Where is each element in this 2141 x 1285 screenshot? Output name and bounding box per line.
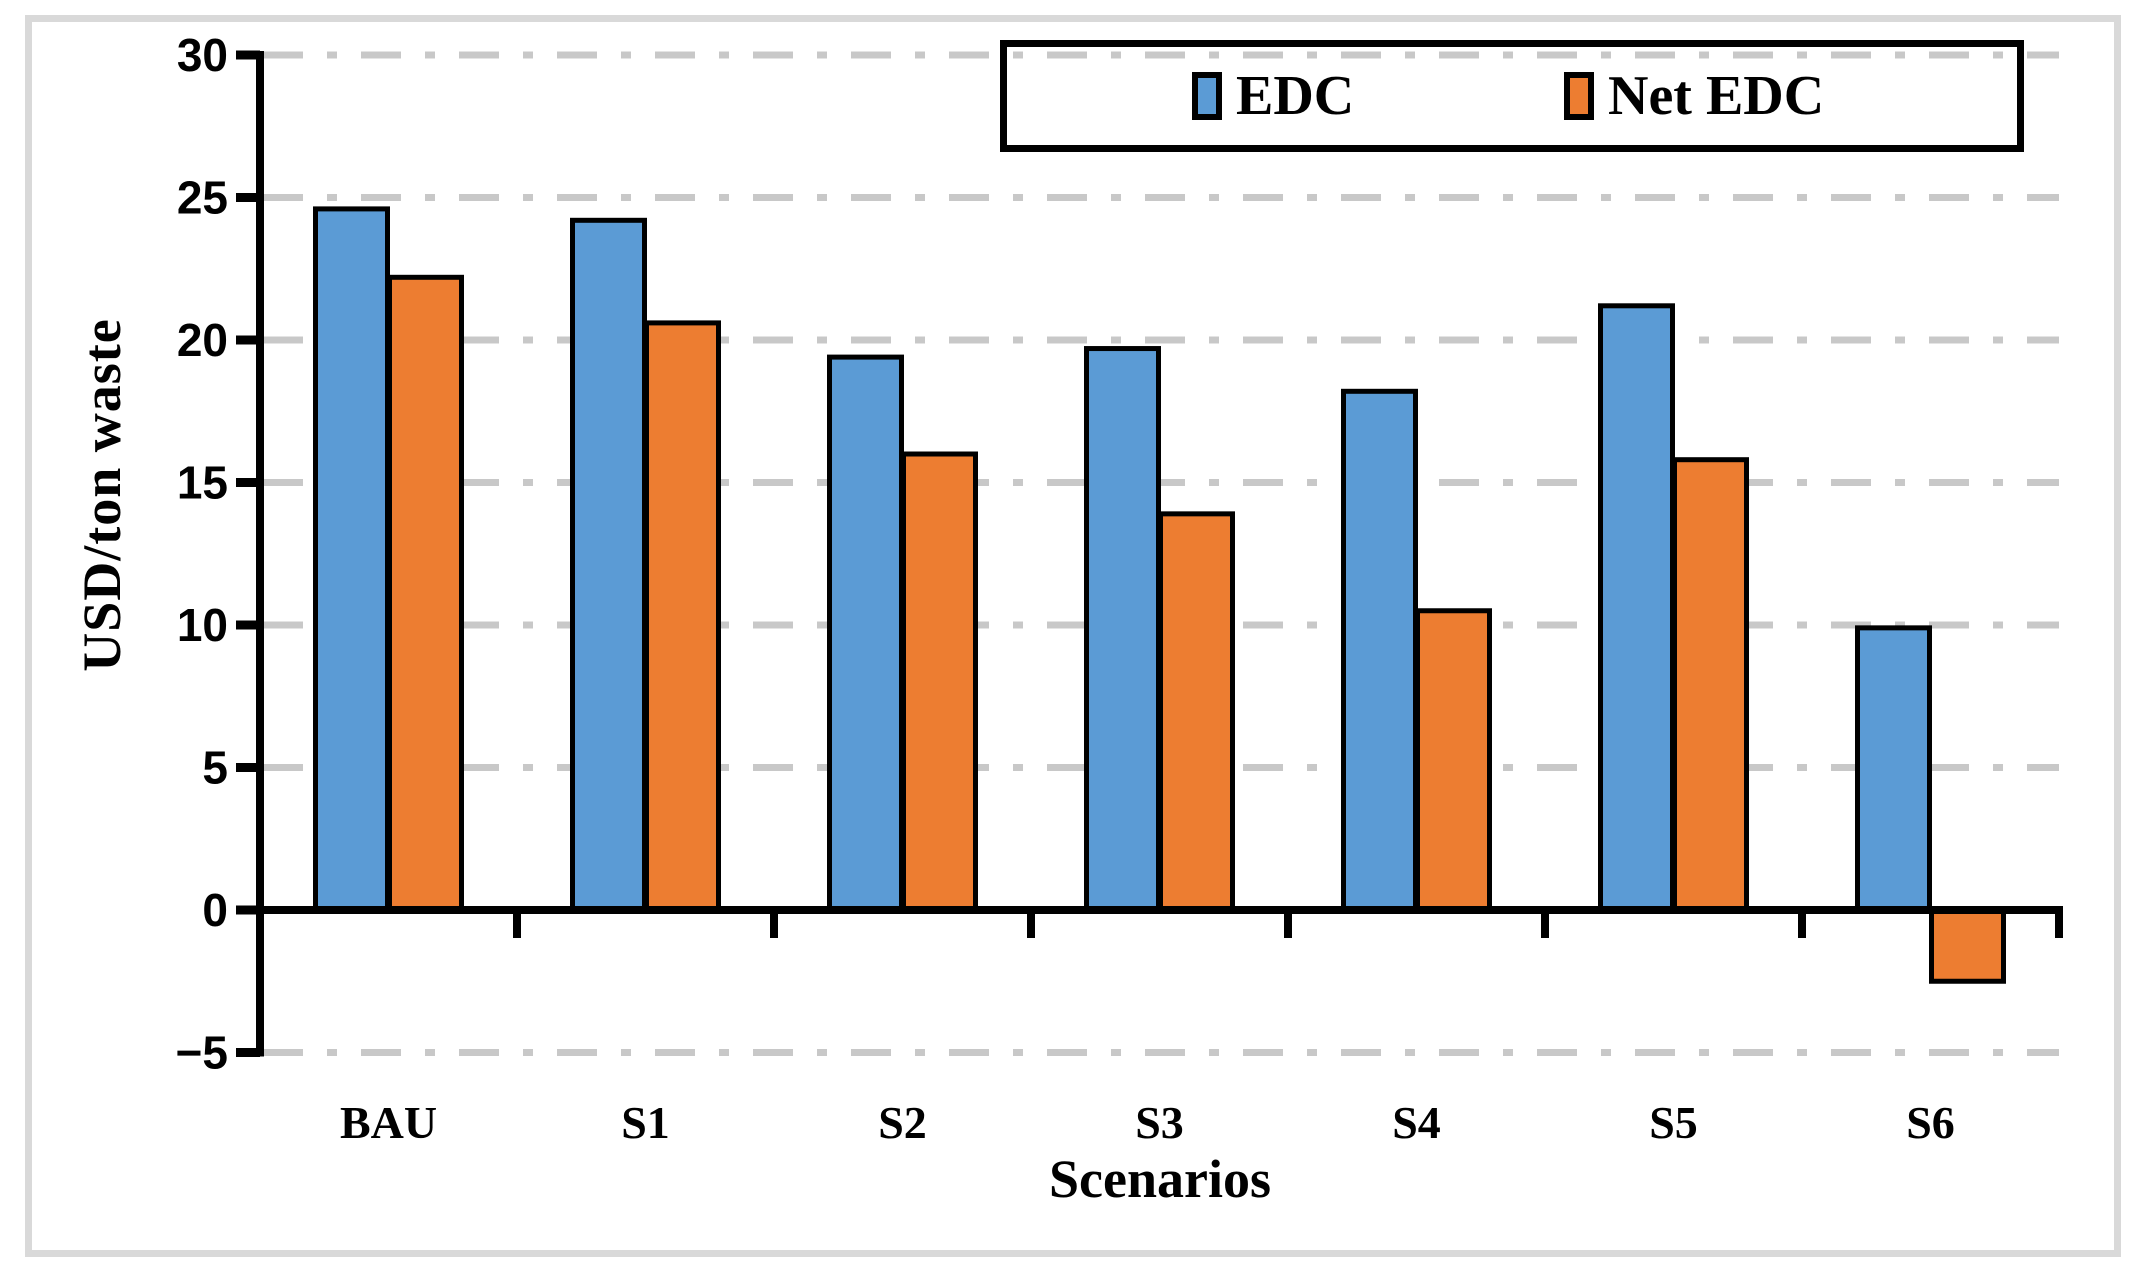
y-axis-title: USD/ton waste	[72, 318, 132, 672]
bar-edc-s2	[827, 354, 904, 913]
bar-edc-s5	[1598, 303, 1675, 913]
legend-label-edc: EDC	[1236, 65, 1355, 127]
y-tick-label-5: 5	[202, 742, 228, 794]
bar-edc-s3	[1084, 346, 1161, 913]
legend-label-net-edc: Net EDC	[1608, 65, 1825, 127]
bar-net-edc-s1	[644, 320, 721, 913]
bar-net-edc-s6	[1929, 907, 2006, 984]
y-tick-label-10: 10	[177, 599, 228, 651]
bar-net-edc-s2	[901, 451, 978, 913]
y-tick-label-0: 0	[202, 884, 228, 936]
legend: EDC Net EDC	[1000, 40, 2024, 152]
y-tick-label-25: 25	[177, 172, 228, 224]
x-axis-title: Scenarios	[1049, 1149, 1271, 1209]
legend-swatch-edc-icon	[1192, 72, 1222, 120]
bar-net-edc-s3	[1158, 511, 1235, 913]
x-category-label-s6: S6	[1906, 1097, 1955, 1148]
legend-item-edc: EDC	[1192, 47, 1354, 145]
y-tick-label-30: 30	[177, 29, 228, 81]
y-tick-label-20: 20	[177, 314, 228, 366]
legend-item-net-edc: Net EDC	[1564, 47, 1824, 145]
x-category-label-s2: S2	[878, 1097, 927, 1148]
y-tick-label-15: 15	[177, 457, 228, 509]
bar-edc-s1	[570, 217, 647, 913]
bar-net-edc-s5	[1672, 457, 1749, 913]
bar-edc-s4	[1341, 388, 1418, 913]
bar-edc-s6	[1855, 625, 1932, 913]
bar-net-edc-bau	[387, 274, 464, 913]
x-category-label-s1: S1	[621, 1097, 670, 1148]
x-category-label-s4: S4	[1392, 1097, 1441, 1148]
legend-swatch-net-edc-icon	[1564, 72, 1594, 120]
x-category-label-bau: BAU	[340, 1097, 437, 1148]
x-category-label-s3: S3	[1135, 1097, 1184, 1148]
x-category-label-s5: S5	[1649, 1097, 1698, 1148]
y-tick-label--5: −5	[176, 1027, 228, 1079]
bar-net-edc-s4	[1415, 608, 1492, 913]
bar-edc-bau	[313, 206, 390, 913]
